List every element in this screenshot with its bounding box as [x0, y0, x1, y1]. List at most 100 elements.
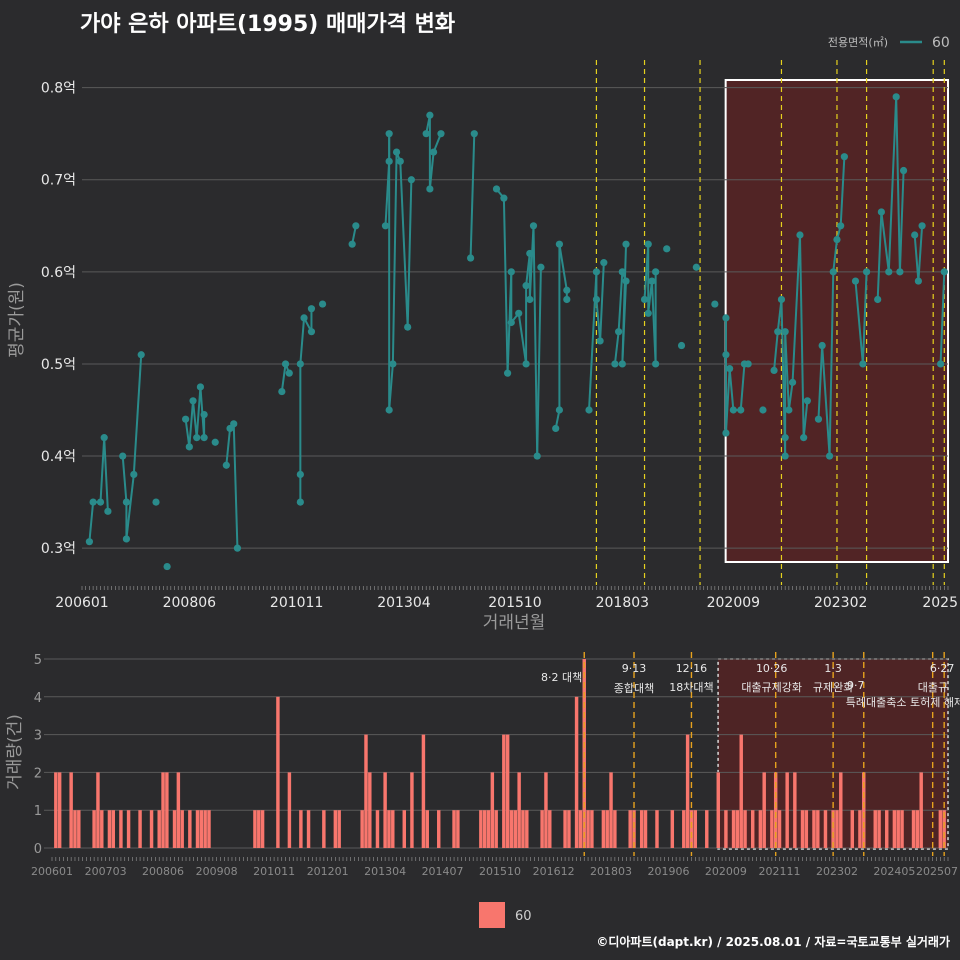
volume-bar: [605, 810, 609, 848]
price-point: [618, 268, 626, 276]
price-point: [722, 351, 730, 359]
price-line-segment: [821, 345, 831, 457]
price-point: [555, 240, 564, 248]
price-ytick-label: 0.6억: [41, 265, 76, 281]
volume-bar: [410, 772, 414, 848]
volume-bar: [180, 810, 184, 848]
price-point: [529, 222, 538, 230]
volume-bar: [437, 810, 441, 848]
price-line-segment: [895, 96, 901, 272]
price-point: [85, 538, 94, 546]
price-point: [500, 194, 508, 202]
volume-bar: [494, 810, 498, 848]
price-point: [426, 111, 434, 119]
price-point: [829, 268, 837, 276]
price-point: [348, 240, 356, 248]
price-line-segment: [121, 455, 128, 503]
volume-bar: [540, 810, 544, 848]
price-point: [507, 268, 515, 276]
price-line-segment: [787, 382, 794, 411]
price-point: [555, 406, 564, 414]
volume-bar: [800, 810, 805, 848]
price-point: [911, 231, 919, 239]
volume-bar: [456, 810, 460, 848]
volume-bar: [613, 810, 617, 848]
price-line-segment: [798, 234, 805, 438]
price-ytick-label: 0.5억: [41, 357, 76, 373]
volume-policy-label: 대출규제강화: [741, 681, 802, 694]
price-xtick-label: 201803: [596, 595, 649, 611]
price-point: [837, 222, 845, 230]
price-point: [437, 130, 445, 138]
volume-bar: [590, 810, 594, 848]
price-point: [119, 452, 127, 460]
price-point: [825, 452, 834, 460]
volume-bar: [490, 772, 495, 848]
price-line-segment: [588, 271, 598, 411]
volume-xtick-label: 200601: [31, 865, 73, 878]
price-line-segment: [913, 234, 920, 282]
price-point: [522, 360, 530, 368]
volume-bar: [804, 810, 809, 848]
price-point: [96, 498, 105, 506]
price-line-segment: [428, 152, 435, 190]
price-point: [285, 369, 293, 377]
price-point: [918, 222, 926, 230]
price-line-segment: [887, 96, 898, 272]
volume-xtick-label: 201803: [590, 865, 632, 878]
volume-ytick-label: 3: [34, 729, 42, 744]
volume-bar: [900, 810, 904, 848]
volume-bar: [762, 772, 766, 848]
price-point: [296, 498, 304, 506]
price-point: [193, 434, 201, 442]
volume-bar: [73, 810, 77, 848]
price-point: [722, 314, 730, 322]
volume-bar: [111, 810, 115, 848]
price-line-segment: [739, 363, 746, 411]
volume-xtick-label: 202302: [816, 865, 858, 878]
price-point: [492, 185, 501, 193]
volume-bar: [421, 734, 426, 848]
price-point: [622, 277, 630, 285]
volume-ytick-label: 2: [34, 766, 42, 781]
volume-bar: [731, 810, 736, 848]
price-point: [785, 406, 793, 414]
volume-policy-label: 12·16: [676, 662, 708, 675]
volume-bar: [517, 772, 521, 848]
volume-bar: [276, 696, 280, 848]
price-point: [381, 222, 390, 230]
price-point: [726, 364, 734, 373]
price-point: [788, 378, 797, 386]
price-line-segment: [728, 368, 735, 411]
price-point: [563, 295, 571, 304]
chart-title: 가야 은하 아파트(1995) 매매가격 변화: [80, 12, 456, 37]
volume-bar: [375, 810, 380, 848]
price-point: [711, 300, 719, 308]
price-point: [537, 263, 545, 271]
volume-bar: [253, 810, 257, 848]
volume-xtick-label: 202507: [916, 865, 958, 878]
volume-bar: [724, 810, 728, 848]
volume-policy-label: 특례대출축소 토허제 해제: [846, 695, 960, 709]
volume-xtick-label: 200806: [142, 865, 184, 878]
volume-legend-label: 60: [515, 909, 532, 924]
price-point: [196, 383, 205, 391]
price-point: [885, 268, 893, 276]
volume-xtick-label: 200908: [196, 865, 238, 878]
volume-bar: [812, 810, 816, 848]
price-point: [526, 295, 534, 304]
price-legend-title: 전용면적(㎡): [828, 36, 888, 49]
volume-ytick-label: 0: [34, 842, 42, 857]
price-line-segment: [724, 368, 731, 434]
volume-bar: [670, 810, 675, 848]
volume-bar: [505, 734, 510, 848]
price-point: [470, 130, 478, 138]
price-line-segment: [188, 400, 195, 447]
price-point: [130, 470, 138, 479]
volume-bar: [452, 810, 456, 848]
volume-bar: [643, 810, 648, 848]
price-point: [622, 240, 630, 248]
price-point: [877, 208, 885, 216]
price-line-segment: [99, 437, 106, 503]
